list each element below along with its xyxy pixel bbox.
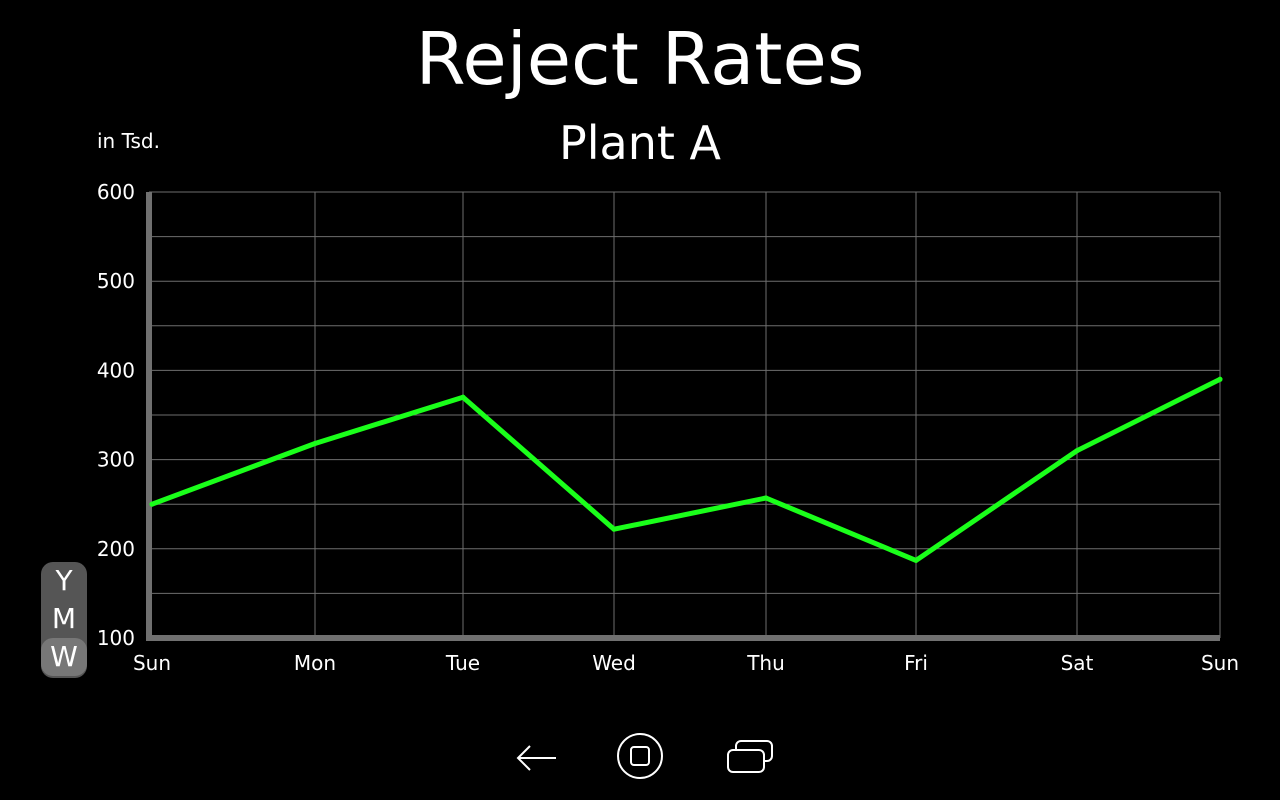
data-point — [913, 557, 919, 563]
x-tick-label: Sun — [1201, 651, 1239, 675]
line-chart: 100 200 300 400 500 600 Sun Mon Tue Wed Thu Fri Sat S… — [97, 180, 1239, 675]
time-range-toggle[interactable]: Y M W — [41, 562, 87, 678]
home-icon[interactable] — [614, 730, 666, 782]
system-navigation-bar — [0, 720, 1280, 800]
data-point — [460, 394, 466, 400]
data-point — [1217, 376, 1223, 382]
recent-apps-icon[interactable] — [724, 736, 780, 780]
y-axis-unit-label: in Tsd. — [97, 129, 160, 153]
y-tick-label: 600 — [97, 180, 135, 204]
range-week-button[interactable]: W — [41, 638, 87, 676]
x-tick-label: Sat — [1061, 651, 1094, 675]
data-point — [611, 526, 617, 532]
y-tick-label: 300 — [97, 448, 135, 472]
data-point — [149, 501, 155, 507]
data-point — [312, 441, 318, 446]
y-tick-label: 500 — [97, 269, 135, 293]
back-arrow-icon[interactable] — [512, 738, 560, 778]
x-tick-label: Thu — [746, 651, 785, 675]
x-tick-label: Mon — [294, 651, 336, 675]
chart-title: Reject Rates — [415, 17, 865, 101]
series-line — [149, 376, 1223, 563]
range-year-button[interactable]: Y — [55, 564, 73, 597]
x-tick-label: Tue — [445, 651, 480, 675]
x-tick-label: Wed — [592, 651, 636, 675]
y-tick-label: 200 — [97, 537, 135, 561]
y-tick-label: 400 — [97, 358, 135, 382]
range-month-button[interactable]: M — [51, 602, 77, 635]
x-tick-label: Sun — [133, 651, 171, 675]
chart-subtitle: Plant A — [559, 116, 721, 170]
x-tick-label: Fri — [904, 651, 928, 675]
data-point — [763, 495, 769, 501]
y-tick-label: 100 — [97, 626, 135, 650]
data-point — [1074, 448, 1080, 454]
